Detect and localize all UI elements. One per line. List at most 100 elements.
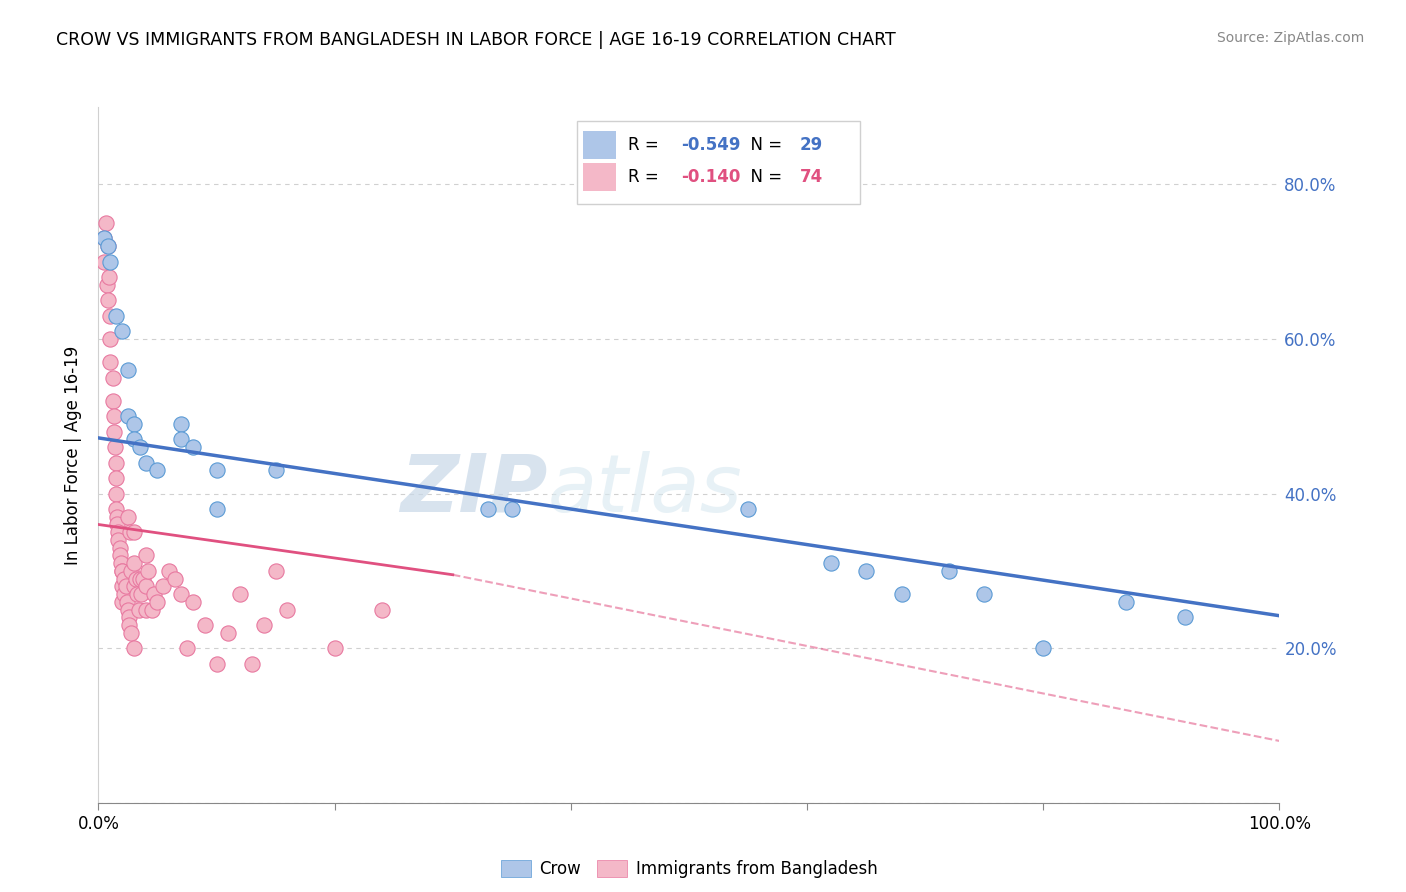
Point <box>108 541 131 555</box>
Point <box>122 579 145 593</box>
Point <box>240 657 263 671</box>
Point <box>122 417 145 431</box>
Point <box>105 486 128 500</box>
Point <box>890 587 912 601</box>
Point <box>129 587 152 601</box>
Text: 29: 29 <box>800 136 823 154</box>
Point <box>104 440 127 454</box>
Point <box>111 579 134 593</box>
Text: 74: 74 <box>800 168 823 186</box>
Point <box>117 509 139 524</box>
Point <box>135 549 157 563</box>
Point <box>146 463 169 477</box>
Point <box>122 556 145 570</box>
Point <box>98 332 121 346</box>
Point <box>135 456 157 470</box>
Point <box>176 641 198 656</box>
Point <box>110 556 132 570</box>
Point <box>107 533 129 547</box>
Bar <box>576 121 860 204</box>
Point <box>111 595 134 609</box>
Point <box>170 433 193 447</box>
Point <box>135 579 157 593</box>
Point <box>205 502 228 516</box>
Point <box>97 239 120 253</box>
Point <box>105 309 128 323</box>
Point <box>111 324 134 338</box>
Point <box>105 502 128 516</box>
Point <box>107 525 129 540</box>
Point <box>146 595 169 609</box>
Point <box>276 602 298 616</box>
Point <box>98 355 121 369</box>
Point <box>128 440 150 454</box>
Point <box>105 509 128 524</box>
Point <box>264 463 287 477</box>
Point <box>136 564 159 578</box>
Point <box>98 309 121 323</box>
Point <box>101 393 124 408</box>
Point <box>94 216 117 230</box>
Point <box>105 456 128 470</box>
Point <box>97 239 120 253</box>
Point <box>1032 641 1054 656</box>
Point <box>205 463 228 477</box>
Point <box>108 549 131 563</box>
Point <box>118 618 141 632</box>
Point <box>1174 610 1197 624</box>
Text: ZIP: ZIP <box>399 450 547 529</box>
Legend: Crow, Immigrants from Bangladesh: Crow, Immigrants from Bangladesh <box>494 854 884 885</box>
Y-axis label: In Labor Force | Age 16-19: In Labor Force | Age 16-19 <box>65 345 83 565</box>
Point <box>323 641 346 656</box>
Point <box>501 502 523 516</box>
Point <box>181 440 204 454</box>
Point <box>117 409 139 424</box>
Point <box>112 587 135 601</box>
Point <box>97 293 120 308</box>
Point <box>194 618 217 632</box>
Point <box>121 564 143 578</box>
Point <box>737 502 759 516</box>
Point <box>115 595 138 609</box>
Point <box>93 254 115 268</box>
Point <box>253 618 276 632</box>
Text: atlas: atlas <box>547 450 742 529</box>
Point <box>1115 595 1137 609</box>
Point <box>264 564 287 578</box>
Point <box>128 572 150 586</box>
Bar <box>582 131 616 159</box>
Point <box>105 517 128 532</box>
Point <box>122 525 145 540</box>
Point <box>118 610 141 624</box>
Text: -0.140: -0.140 <box>682 168 741 186</box>
Point <box>165 572 187 586</box>
Point <box>114 579 136 593</box>
Point <box>117 363 139 377</box>
Point <box>103 425 125 439</box>
Point <box>127 587 149 601</box>
Point <box>170 417 193 431</box>
Point <box>117 602 139 616</box>
Point <box>112 572 135 586</box>
Point <box>120 525 142 540</box>
Point <box>938 564 960 578</box>
Point <box>855 564 877 578</box>
Text: Source: ZipAtlas.com: Source: ZipAtlas.com <box>1216 31 1364 45</box>
Point <box>105 471 128 485</box>
Point <box>135 602 157 616</box>
Text: N =: N = <box>741 136 787 154</box>
Point <box>111 564 134 578</box>
Point <box>122 433 145 447</box>
Point <box>103 409 125 424</box>
Text: R =: R = <box>628 168 664 186</box>
Point <box>205 657 228 671</box>
Point <box>98 254 121 268</box>
Point <box>93 231 115 245</box>
Point <box>181 595 204 609</box>
Text: R =: R = <box>628 136 664 154</box>
Text: -0.549: -0.549 <box>682 136 741 154</box>
Point <box>121 625 143 640</box>
Point <box>371 602 394 616</box>
Point <box>122 641 145 656</box>
Point <box>128 602 150 616</box>
